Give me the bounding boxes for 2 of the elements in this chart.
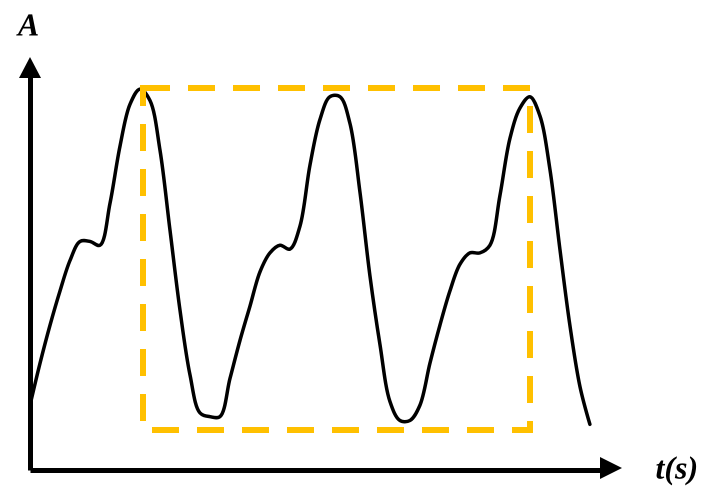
x-axis-title: t(s) [656, 450, 698, 486]
y-axis-title: A [16, 6, 40, 42]
